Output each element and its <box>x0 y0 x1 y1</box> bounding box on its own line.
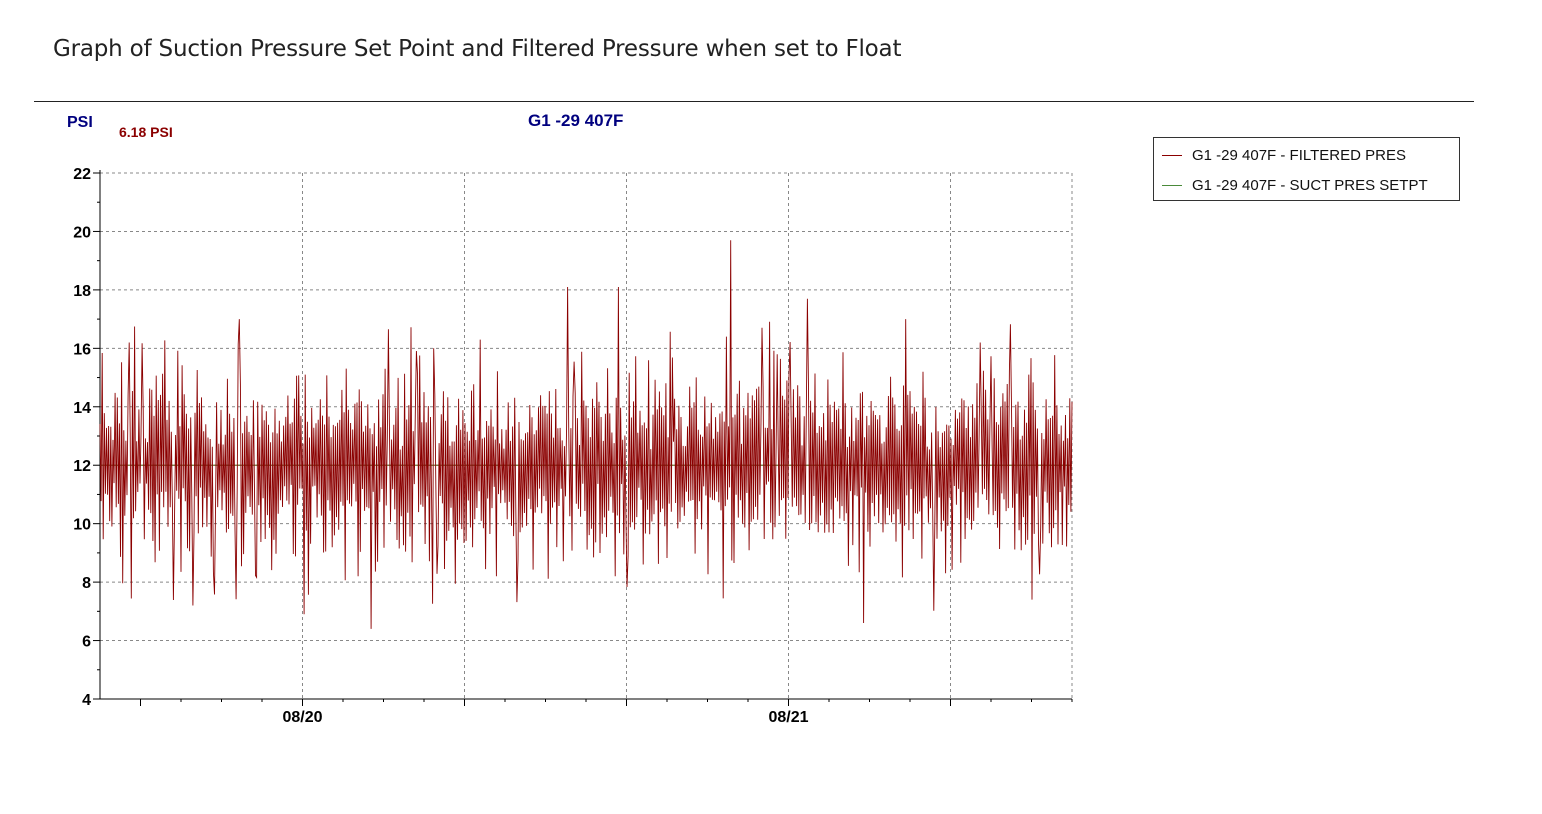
x-tick-label: 08/20 <box>282 709 322 726</box>
y-tick-label: 18 <box>73 283 91 300</box>
y-tick-label: 6 <box>82 634 91 651</box>
y-tick-label: 16 <box>73 341 91 358</box>
legend-label-filtered: G1 -29 407F - FILTERED PRES <box>1192 146 1406 164</box>
series-layer <box>99 240 1073 629</box>
y-axis-label: PSI <box>67 114 93 131</box>
legend-label-setpoint: G1 -29 407F - SUCT PRES SETPT <box>1192 176 1428 194</box>
grid-layer <box>100 172 1073 699</box>
series-filtered-line <box>99 240 1073 629</box>
legend: G1 -29 407F - FILTERED PRES G1 -29 407F … <box>1153 137 1460 201</box>
axis-layer: 4 6 8 10 12 14 16 18 20 22 08/20 08/21 <box>73 166 1073 726</box>
legend-swatch-filtered <box>1162 154 1182 156</box>
legend-swatch-setpoint <box>1162 184 1182 186</box>
document-heading: Graph of Suction Pressure Set Point and … <box>53 36 902 62</box>
x-tick-label: 08/21 <box>768 709 808 726</box>
y-tick-label: 10 <box>73 517 91 534</box>
y-tick-label: 8 <box>82 575 91 592</box>
legend-item-setpoint[interactable]: G1 -29 407F - SUCT PRES SETPT <box>1162 176 1428 194</box>
heading-divider <box>34 101 1474 102</box>
chart-title: G1 -29 407F <box>528 111 623 130</box>
cursor-readout: 6.18 PSI <box>119 124 173 140</box>
legend-item-filtered[interactable]: G1 -29 407F - FILTERED PRES <box>1162 146 1406 164</box>
y-tick-label: 4 <box>82 692 91 709</box>
y-tick-label: 12 <box>73 458 91 475</box>
y-tick-label: 22 <box>73 166 91 183</box>
y-tick-label: 14 <box>73 400 91 417</box>
y-tick-label: 20 <box>73 224 91 241</box>
